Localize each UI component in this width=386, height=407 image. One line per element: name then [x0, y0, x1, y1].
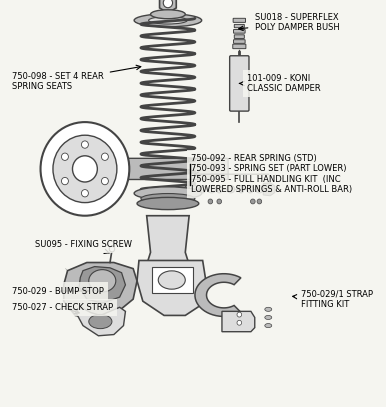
Ellipse shape	[265, 307, 272, 311]
Ellipse shape	[265, 324, 272, 328]
Polygon shape	[152, 267, 193, 293]
Circle shape	[61, 177, 68, 185]
Ellipse shape	[134, 187, 202, 200]
Circle shape	[163, 0, 173, 8]
Polygon shape	[137, 260, 207, 315]
Ellipse shape	[89, 269, 116, 292]
Ellipse shape	[149, 17, 187, 24]
Circle shape	[251, 199, 255, 204]
Circle shape	[73, 156, 97, 182]
Ellipse shape	[239, 186, 244, 193]
Ellipse shape	[216, 186, 222, 193]
Ellipse shape	[137, 197, 199, 210]
Ellipse shape	[265, 315, 272, 319]
Circle shape	[41, 122, 129, 216]
Circle shape	[208, 199, 213, 204]
Circle shape	[237, 320, 242, 325]
Text: SU018 - SUPERFLEX
POLY DAMPER BUSH: SU018 - SUPERFLEX POLY DAMPER BUSH	[239, 13, 340, 32]
Ellipse shape	[227, 186, 235, 193]
Ellipse shape	[151, 10, 185, 19]
Circle shape	[53, 135, 117, 203]
Circle shape	[257, 199, 262, 204]
Text: 750-029/1 STRAP
FITTING KIT: 750-029/1 STRAP FITTING KIT	[293, 289, 373, 309]
FancyBboxPatch shape	[125, 158, 228, 179]
Circle shape	[109, 246, 115, 252]
Polygon shape	[143, 216, 193, 301]
Circle shape	[81, 141, 88, 148]
Text: 750-098 - SET 4 REAR
SPRING SEATS: 750-098 - SET 4 REAR SPRING SEATS	[12, 65, 141, 91]
Circle shape	[217, 199, 222, 204]
Ellipse shape	[191, 186, 198, 193]
Polygon shape	[222, 311, 255, 332]
Polygon shape	[159, 0, 176, 13]
FancyBboxPatch shape	[233, 44, 246, 48]
FancyBboxPatch shape	[234, 29, 245, 33]
Ellipse shape	[158, 271, 185, 289]
FancyBboxPatch shape	[230, 56, 249, 111]
Ellipse shape	[200, 186, 206, 193]
Circle shape	[61, 153, 68, 160]
Polygon shape	[64, 263, 137, 319]
Text: 101-009 - KONI
CLASSIC DAMPER: 101-009 - KONI CLASSIC DAMPER	[240, 74, 321, 93]
Ellipse shape	[207, 186, 216, 193]
Ellipse shape	[247, 186, 254, 193]
FancyBboxPatch shape	[234, 24, 244, 28]
Circle shape	[102, 153, 108, 160]
FancyBboxPatch shape	[234, 39, 245, 43]
Text: 750-029 - BUMP STOP: 750-029 - BUMP STOP	[12, 287, 103, 295]
Text: 750-092 - REAR SPRING (STD)
750-093 - SPRING SET (PART LOWER)
750-095 - FULL HAN: 750-092 - REAR SPRING (STD) 750-093 - SP…	[191, 154, 352, 194]
Ellipse shape	[89, 314, 112, 329]
Circle shape	[81, 190, 88, 197]
Polygon shape	[75, 307, 125, 336]
Polygon shape	[195, 274, 241, 316]
Circle shape	[237, 312, 242, 317]
Ellipse shape	[141, 193, 195, 204]
FancyBboxPatch shape	[234, 35, 244, 38]
Text: SU095 - FIXING SCREW: SU095 - FIXING SCREW	[35, 240, 132, 254]
Ellipse shape	[256, 186, 263, 193]
Circle shape	[102, 177, 108, 185]
Ellipse shape	[134, 14, 202, 27]
Polygon shape	[79, 267, 125, 303]
Ellipse shape	[185, 186, 190, 193]
Text: 750-027 - CHECK STRAP: 750-027 - CHECK STRAP	[12, 303, 113, 314]
Polygon shape	[263, 183, 275, 196]
FancyBboxPatch shape	[233, 18, 245, 22]
